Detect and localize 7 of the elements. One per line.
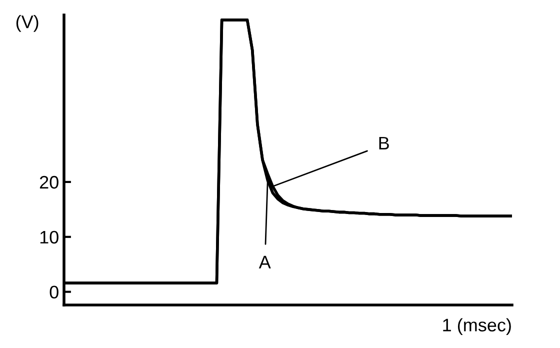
annotation: A bbox=[258, 256, 271, 268]
y-axis-title: (V) bbox=[16, 15, 38, 32]
y-tick-label: 10 bbox=[40, 230, 58, 244]
y-tick-label: 20 bbox=[40, 176, 58, 189]
annotation: B bbox=[379, 136, 389, 150]
x-axis-title: 1 (msec) bbox=[443, 318, 511, 336]
y-tick-label: 0 bbox=[50, 286, 58, 299]
